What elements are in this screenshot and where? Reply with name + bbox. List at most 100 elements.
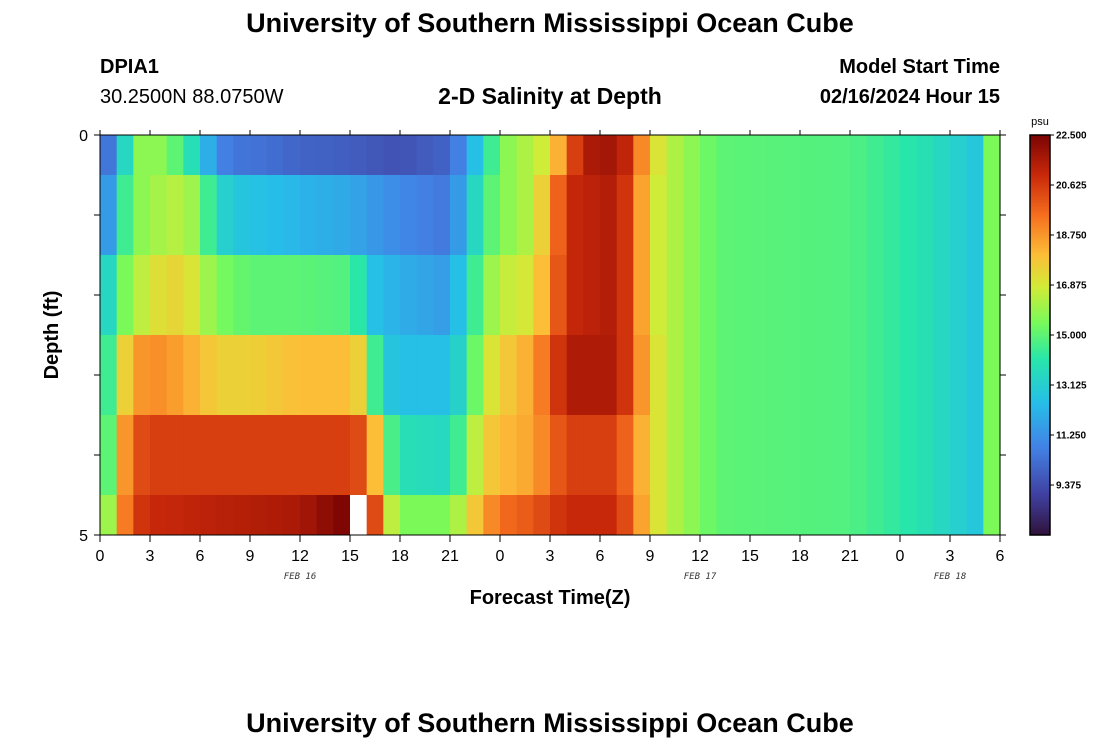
heatmap-cell xyxy=(533,495,551,536)
x-tick-label: 12 xyxy=(291,548,309,565)
heatmap-cell xyxy=(383,415,401,496)
heatmap-cell xyxy=(466,335,484,416)
heatmap-cell xyxy=(583,135,601,176)
heatmap-cell xyxy=(766,255,784,336)
colorbar-tick-label: 15.000 xyxy=(1056,331,1087,342)
heatmap-cell xyxy=(116,415,134,496)
heatmap-cell xyxy=(700,335,718,416)
heatmap-cell xyxy=(833,135,851,176)
heatmap-cell xyxy=(516,255,534,336)
heatmap-cell xyxy=(500,175,518,256)
heatmap-cell xyxy=(766,175,784,256)
heatmap-cell xyxy=(983,415,1001,496)
heatmap-cell xyxy=(783,415,801,496)
x-date-label: FEB 18 xyxy=(934,572,967,582)
heatmap-cell xyxy=(366,135,384,176)
heatmap-cell xyxy=(300,415,318,496)
x-axis-label: Forecast Time(Z) xyxy=(470,587,631,609)
heatmap-cell xyxy=(833,335,851,416)
heatmap-cell xyxy=(733,175,751,256)
heatmap-cell xyxy=(133,495,151,536)
heatmap-cell xyxy=(933,335,951,416)
heatmap-cell xyxy=(316,335,334,416)
heatmap-cell xyxy=(833,255,851,336)
heatmap-cell xyxy=(866,335,884,416)
heatmap-cell xyxy=(350,135,368,176)
heatmap-cell xyxy=(450,255,468,336)
heatmap-cell xyxy=(450,135,468,176)
heatmap-cell xyxy=(816,415,834,496)
heatmap-cell xyxy=(816,175,834,256)
heatmap-cell xyxy=(600,415,618,496)
heatmap-cell xyxy=(150,415,168,496)
heatmap-cell xyxy=(700,495,718,536)
heatmap-cell xyxy=(916,415,934,496)
heatmap-cell xyxy=(750,255,768,336)
heatmap-cell xyxy=(766,495,784,536)
heatmap-cell xyxy=(216,175,234,256)
heatmap-cell xyxy=(383,495,401,536)
x-tick-label: 12 xyxy=(691,548,709,565)
heatmap-cell xyxy=(633,135,651,176)
heatmap-cell xyxy=(766,415,784,496)
heatmap-cell xyxy=(600,495,618,536)
heatmap-cell xyxy=(683,135,701,176)
heatmap-cell xyxy=(166,175,184,256)
heatmap-cell xyxy=(500,415,518,496)
heatmap-cell xyxy=(250,135,268,176)
heatmap-cell xyxy=(433,135,451,176)
y-tick-label: 5 xyxy=(79,528,88,545)
heatmap-cell xyxy=(200,495,218,536)
heatmap-cell xyxy=(150,335,168,416)
heatmap-cell xyxy=(850,335,868,416)
heatmap-cell xyxy=(550,335,568,416)
missing-data-cell xyxy=(350,495,368,536)
heatmap-cell xyxy=(683,335,701,416)
heatmap-cell xyxy=(233,135,251,176)
heatmap-cell xyxy=(383,335,401,416)
heatmap-cell xyxy=(916,135,934,176)
heatmap-cell xyxy=(133,135,151,176)
heatmap-cell xyxy=(300,495,318,536)
heatmap-cell xyxy=(150,175,168,256)
heatmap-cell xyxy=(850,495,868,536)
heatmap-cell xyxy=(466,495,484,536)
y-tick-label: 0 xyxy=(79,128,88,145)
heatmap-cell xyxy=(216,495,234,536)
heatmap-cell xyxy=(516,135,534,176)
heatmap-cell xyxy=(650,335,668,416)
heatmap-cell xyxy=(416,495,434,536)
heatmap-cell xyxy=(683,495,701,536)
heatmap-cell xyxy=(683,255,701,336)
heatmap-cell xyxy=(666,495,684,536)
heatmap-cell xyxy=(150,495,168,536)
x-tick-label: 0 xyxy=(496,548,505,565)
heatmap-cell xyxy=(816,495,834,536)
heatmap-cell xyxy=(400,495,418,536)
colorbar-tick-label: 20.625 xyxy=(1056,181,1087,192)
heatmap-cell xyxy=(950,415,968,496)
heatmap-cell xyxy=(266,415,284,496)
heatmap-cell xyxy=(516,175,534,256)
heatmap-cell xyxy=(133,415,151,496)
heatmap-cell xyxy=(783,495,801,536)
heatmap-cell xyxy=(933,495,951,536)
heatmap-cell xyxy=(666,135,684,176)
heatmap-cell xyxy=(666,415,684,496)
heatmap-cell xyxy=(900,415,918,496)
heatmap-cell xyxy=(900,135,918,176)
heatmap-cell xyxy=(966,175,984,256)
heatmap-cell xyxy=(983,255,1001,336)
heatmap-cell xyxy=(700,255,718,336)
heatmap-cell xyxy=(233,335,251,416)
heatmap-cell xyxy=(416,255,434,336)
heatmap-cell xyxy=(716,135,734,176)
heatmap-cell xyxy=(183,415,201,496)
heatmap-cell xyxy=(233,175,251,256)
heatmap-cell xyxy=(683,175,701,256)
heatmap-cell xyxy=(633,175,651,256)
heatmap-cell xyxy=(966,135,984,176)
heatmap-cell xyxy=(950,175,968,256)
bottom-page-title: University of Southern Mississippi Ocean… xyxy=(246,708,854,738)
heatmap-cell xyxy=(516,495,534,536)
